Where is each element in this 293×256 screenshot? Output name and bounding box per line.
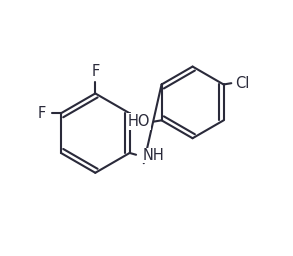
Text: NH: NH (142, 148, 164, 163)
Text: F: F (38, 106, 46, 121)
Text: HO: HO (127, 114, 150, 129)
Text: Cl: Cl (235, 76, 250, 91)
Text: F: F (91, 64, 99, 79)
